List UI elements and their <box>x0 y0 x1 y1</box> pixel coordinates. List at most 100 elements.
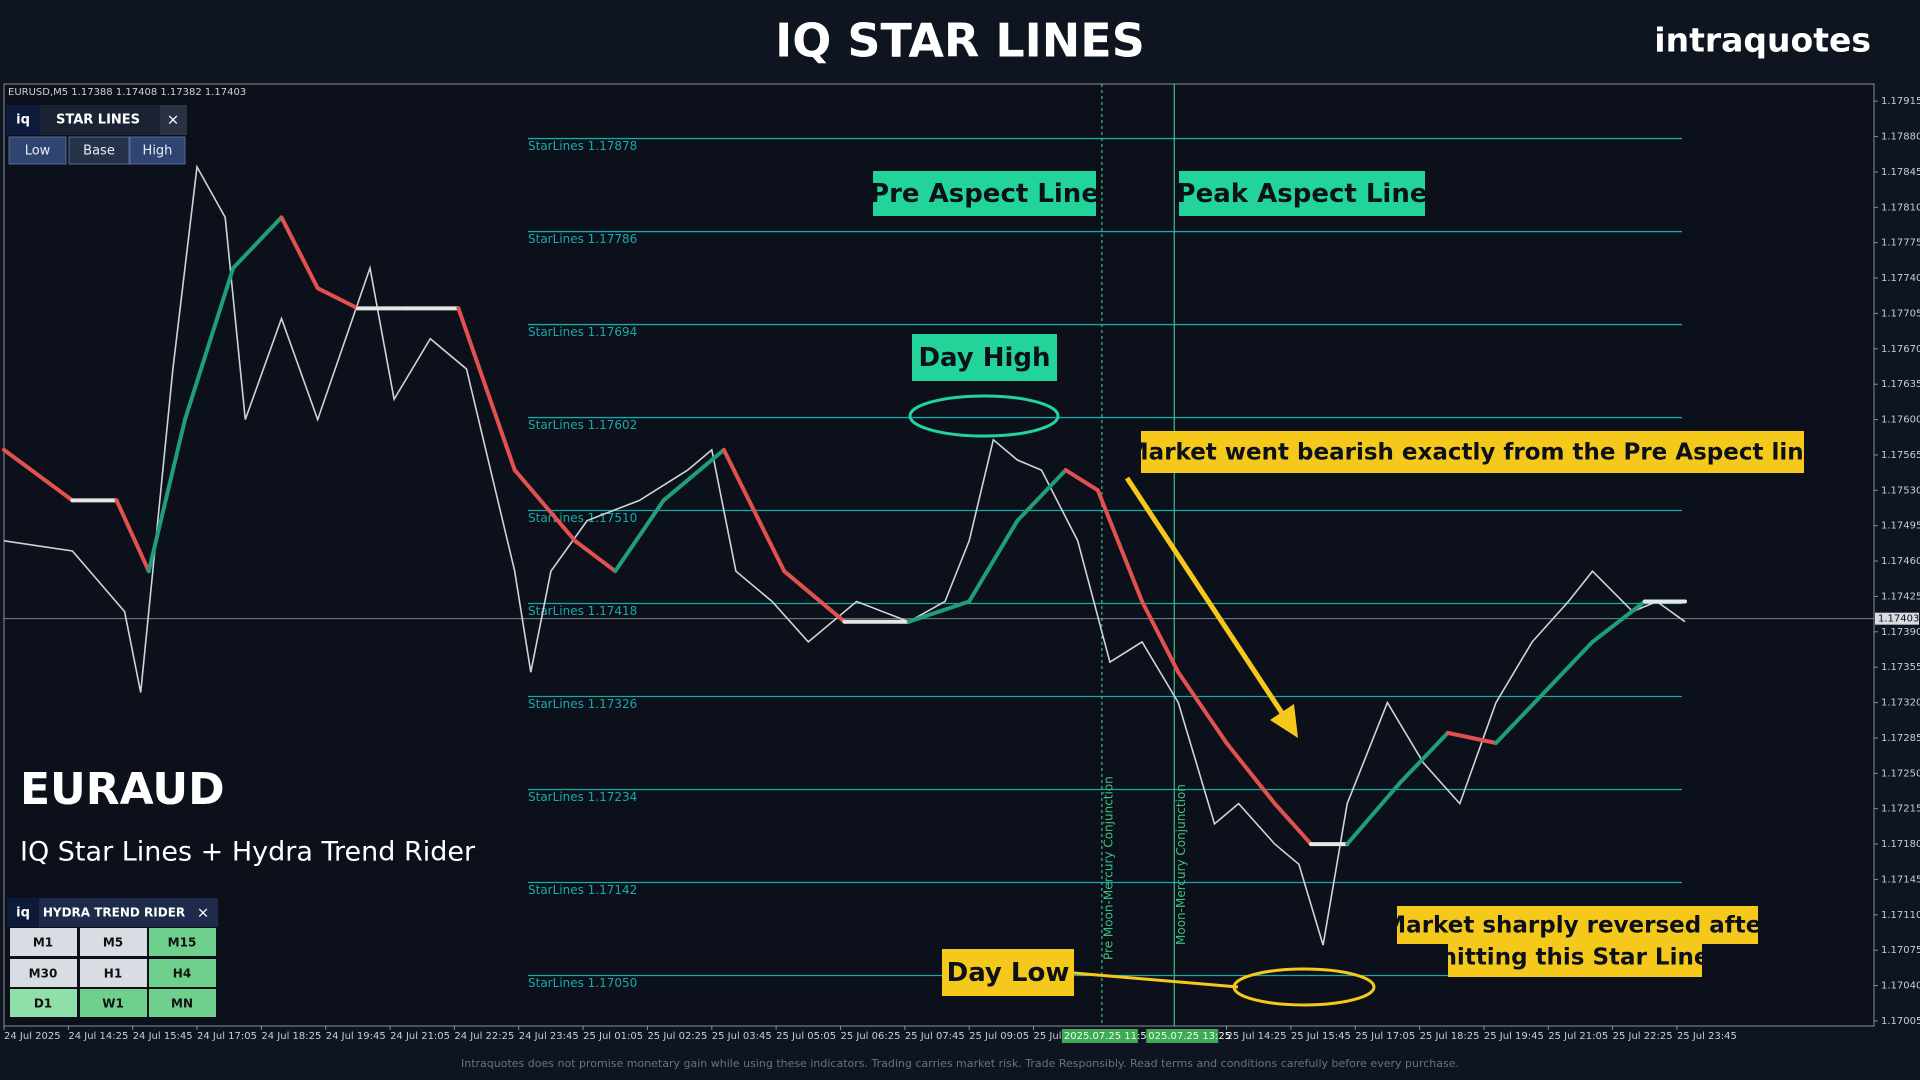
price-line <box>3 164 1686 946</box>
y-tick-label: 1.17250 <box>1881 768 1920 779</box>
bearish-note-box <box>1141 431 1804 473</box>
panel-close-box[interactable] <box>160 105 187 135</box>
timeframe-cell[interactable] <box>10 928 77 956</box>
aspect-time-box <box>1146 1029 1219 1043</box>
trend-segment <box>1345 781 1402 847</box>
x-tick-label: 25 Jul 1 <box>1034 1031 1072 1042</box>
star-line-label: StarLines 1.17786 <box>528 232 637 246</box>
trend-segment <box>315 286 360 311</box>
trend-segment <box>114 498 151 574</box>
x-tick-label: 25 Jul 21:05 <box>1548 1031 1608 1042</box>
star-line-label: StarLines 1.17694 <box>528 325 637 339</box>
aspect-time-box <box>1061 1029 1138 1043</box>
timeframe-cell[interactable] <box>149 928 216 956</box>
star-button-label[interactable]: Base <box>83 144 115 159</box>
x-tick-label: 25 Jul 03:45 <box>712 1031 772 1042</box>
hydra-header <box>7 898 218 927</box>
star-button[interactable] <box>68 136 130 165</box>
y-tick-label: 1.17215 <box>1881 804 1920 815</box>
timeframe-label[interactable]: H1 <box>104 967 122 981</box>
day-high-label-box <box>912 334 1057 381</box>
trend-segment <box>1063 468 1100 493</box>
timeframe-label[interactable]: M30 <box>29 967 58 981</box>
pre-aspect-label: Pre Aspect Line <box>870 179 1099 209</box>
star-line-label: StarLines 1.17234 <box>528 790 637 804</box>
x-tick-label: 25 Jul 18:25 <box>1420 1031 1480 1042</box>
x-tick-label: 24 Jul 2025 <box>4 1031 61 1042</box>
timeframe-label[interactable]: M1 <box>33 936 53 950</box>
bearish-note: Market went bearish exactly from the Pre… <box>1126 440 1819 466</box>
trend-segment <box>2 447 75 503</box>
y-tick-label: 1.17915 <box>1881 96 1920 107</box>
x-tick-label: 25 Jul 22:25 <box>1613 1031 1673 1042</box>
timeframe-label[interactable]: W1 <box>102 997 124 1011</box>
x-tick-label: 24 Jul 17:05 <box>197 1031 257 1042</box>
trend-segment <box>782 569 847 624</box>
star-button[interactable] <box>129 136 186 165</box>
x-tick-label: 25 Jul 15:45 <box>1291 1031 1351 1042</box>
panel-close[interactable]: × <box>167 111 180 129</box>
panel-title: STAR LINES <box>56 113 140 128</box>
day-low-pointer <box>1073 971 1239 989</box>
timeframe-label[interactable]: MN <box>171 997 193 1011</box>
star-line-label: StarLines 1.17510 <box>528 511 637 525</box>
y-tick-label: 1.17180 <box>1881 839 1920 850</box>
peak-aspect-label-box <box>1179 171 1425 216</box>
trend-segment <box>231 215 284 270</box>
peak-aspect-label: Peak Aspect Line <box>1177 179 1428 209</box>
x-tick-label: 25 Jul 19:45 <box>1484 1031 1544 1042</box>
hydra-logo-box <box>7 898 39 927</box>
y-tick-label: 1.17040 <box>1881 981 1920 992</box>
y-tick-label: 1.17355 <box>1881 662 1920 673</box>
y-tick-label: 1.17320 <box>1881 698 1920 709</box>
timeframe-label[interactable]: H4 <box>173 967 191 981</box>
timeframe-cell[interactable] <box>149 959 216 987</box>
x-tick-label: 24 Jul 23:45 <box>519 1031 579 1042</box>
y-tick-label: 1.17075 <box>1881 945 1920 956</box>
y-tick-label: 1.17495 <box>1881 521 1920 532</box>
x-tick-label: 25 Jul 01:05 <box>583 1031 643 1042</box>
pre-aspect-label-box <box>873 171 1096 216</box>
x-tick-label: 24 Jul 18:25 <box>261 1031 321 1042</box>
trend-segment <box>279 215 320 291</box>
timeframe-label[interactable]: M5 <box>103 936 123 950</box>
hydra-close[interactable]: × <box>197 904 210 922</box>
aspect-time-label: 2025.07.25 11:55 <box>1064 1031 1153 1042</box>
x-tick-label: 24 Jul 15:45 <box>133 1031 193 1042</box>
trend-segment <box>1176 670 1229 745</box>
x-tick-label: 25 Jul 14:25 <box>1227 1031 1287 1042</box>
x-tick-label: 25 Jul 17:05 <box>1355 1031 1415 1042</box>
timeframe-cell[interactable] <box>80 959 147 987</box>
trend-segment <box>613 498 666 574</box>
y-tick-label: 1.17110 <box>1881 910 1920 921</box>
timeframe-label[interactable]: M15 <box>168 936 197 950</box>
timeframe-cell[interactable] <box>10 959 77 987</box>
star-button-label[interactable]: Low <box>25 144 51 159</box>
trend-segment <box>967 518 1020 604</box>
symbol-subtitle: IQ Star Lines + Hydra Trend Rider <box>20 837 476 868</box>
x-tick-label: 24 Jul 21:05 <box>390 1031 450 1042</box>
disclaimer: Intraquotes does not promise monetary ga… <box>461 1057 1459 1070</box>
timeframe-cell[interactable] <box>80 928 147 956</box>
x-tick-label: 25 Jul 23:45 <box>1677 1031 1737 1042</box>
trend-segment <box>1445 730 1498 745</box>
aspect-time-label: 025.07.25 13:25 <box>1148 1031 1231 1042</box>
y-tick-label: 1.17670 <box>1881 344 1920 355</box>
trend-segment <box>1095 488 1145 604</box>
bearish-arrow <box>1124 476 1287 718</box>
trend-segment <box>1397 730 1450 786</box>
trend-segment <box>146 417 187 574</box>
trend-segment <box>1542 639 1595 695</box>
timeframe-cell[interactable] <box>10 989 77 1017</box>
trend-segment <box>1272 801 1313 847</box>
star-button-label[interactable]: High <box>143 144 173 159</box>
timeframe-cell[interactable] <box>80 989 147 1017</box>
star-button[interactable] <box>8 136 67 165</box>
day-high-ellipse <box>908 394 1060 438</box>
timeframe-cell[interactable] <box>149 989 216 1017</box>
y-tick-label: 1.17740 <box>1881 273 1920 284</box>
timeframe-label[interactable]: D1 <box>34 997 52 1011</box>
reversed-note: hitting this Star Line <box>1441 945 1710 971</box>
